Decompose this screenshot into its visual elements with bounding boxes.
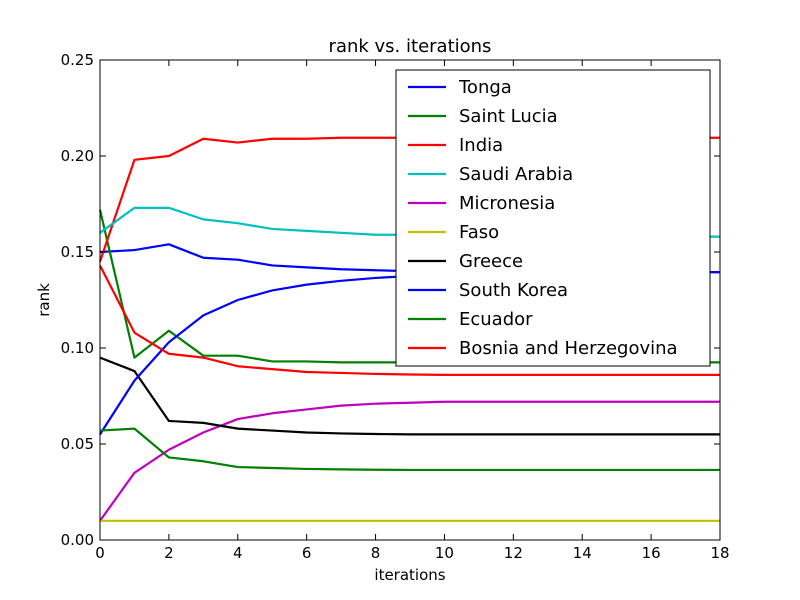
legend-label-6: Greece [459, 251, 523, 272]
legend-label-5: Faso [459, 222, 499, 243]
x-tick-label-5: 10 [435, 544, 454, 562]
legend-label-4: Micronesia [459, 193, 555, 214]
x-axis-label: iterations [374, 566, 445, 584]
legend-label-2: India [459, 135, 503, 156]
ticks-layer: 0 2 4 6 8 10 12 14 16 18 0.00 0.05 0.10 0.15 0.20 0.25 [61, 51, 730, 562]
legend-label-7: South Korea [459, 280, 568, 301]
y-tick-label-2: 0.10 [61, 339, 94, 357]
x-tick-label-2: 4 [233, 544, 243, 562]
chart-title: rank vs. iterations [329, 36, 492, 57]
plot-frame [99, 59, 721, 541]
y-tick-label-4: 0.20 [61, 147, 94, 165]
x-tick-label-6: 12 [504, 544, 523, 562]
x-tick-label-0: 0 [95, 544, 105, 562]
y-tick-label-3: 0.15 [61, 243, 94, 261]
x-tick-label-1: 2 [164, 544, 174, 562]
series-line-4 [99, 400, 720, 522]
x-tick-label-3: 6 [302, 544, 312, 562]
x-tick-label-8: 16 [642, 544, 661, 562]
y-tick-label-0: 0.00 [61, 531, 94, 549]
legend-label-1: Saint Lucia [459, 106, 558, 127]
x-tick-label-7: 14 [573, 544, 592, 562]
legend-label-8: Ecuador [459, 309, 533, 330]
series-line-6 [99, 356, 720, 436]
legend-label-0: Tonga [458, 77, 512, 98]
series-line-9 [99, 264, 720, 376]
legend: Tonga Saint Lucia India Saudi Arabia Microne… [395, 69, 711, 367]
y-axis-label: rank [35, 283, 53, 317]
y-tick-label-1: 0.05 [61, 435, 94, 453]
y-tick-label-5: 0.25 [61, 51, 94, 69]
series-line-8 [99, 427, 720, 472]
x-tick-label-4: 8 [371, 544, 381, 562]
legend-box [395, 69, 711, 367]
legend-label-3: Saudi Arabia [459, 164, 573, 185]
legend-label-9: Bosnia and Herzegovina [459, 338, 678, 359]
x-tick-label-9: 18 [710, 544, 729, 562]
